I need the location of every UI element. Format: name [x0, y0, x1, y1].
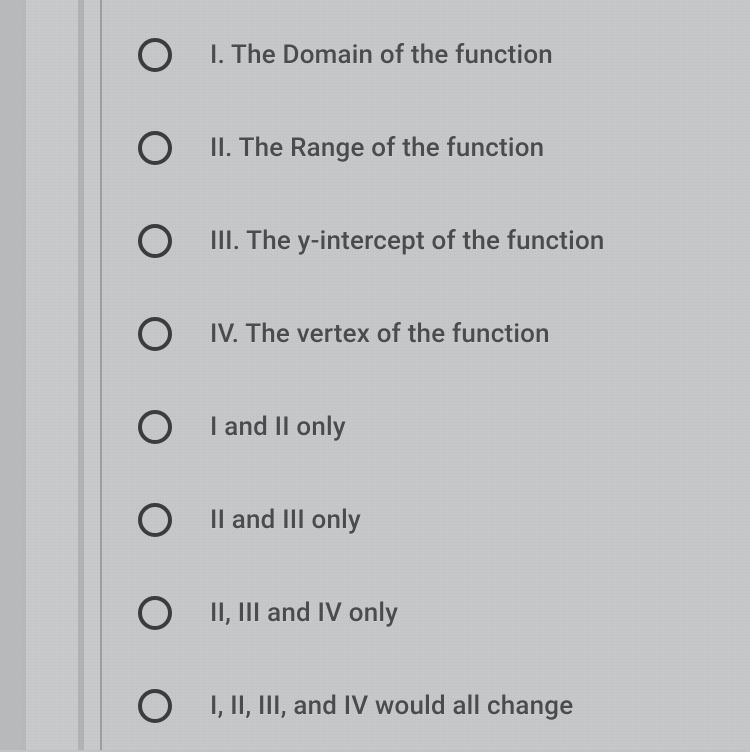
option-label: IV. The vertex of the function [210, 319, 550, 349]
option-label: I and II only [210, 412, 346, 442]
options-list: I. The Domain of the function II. The Ra… [102, 0, 750, 752]
option-label: I, II, III, and IV would all change [210, 691, 573, 721]
option-row[interactable]: II, III and IV only [138, 566, 750, 659]
option-label: I. The Domain of the function [210, 40, 553, 70]
option-label: II. The Range of the function [210, 133, 544, 163]
option-row[interactable]: I. The Domain of the function [138, 8, 750, 101]
option-row[interactable]: IV. The vertex of the function [138, 287, 750, 380]
radio-icon[interactable] [138, 224, 172, 258]
radio-icon[interactable] [138, 596, 172, 630]
option-row[interactable]: III. The y-intercept of the function [138, 194, 750, 287]
radio-icon[interactable] [138, 317, 172, 351]
radio-icon[interactable] [138, 503, 172, 537]
radio-icon[interactable] [138, 410, 172, 444]
left-stripe [78, 0, 84, 750]
radio-icon[interactable] [138, 689, 172, 723]
question-panel: I. The Domain of the function II. The Ra… [100, 0, 750, 750]
option-row[interactable]: I, II, III, and IV would all change [138, 659, 750, 752]
option-label: II and III only [210, 505, 361, 535]
radio-icon[interactable] [138, 38, 172, 72]
option-row[interactable]: II. The Range of the function [138, 101, 750, 194]
outer-frame: I. The Domain of the function II. The Ra… [0, 0, 750, 750]
radio-icon[interactable] [138, 131, 172, 165]
option-row[interactable]: I and II only [138, 380, 750, 473]
option-label: III. The y-intercept of the function [210, 226, 605, 256]
option-label: II, III and IV only [210, 598, 398, 628]
option-row[interactable]: II and III only [138, 473, 750, 566]
